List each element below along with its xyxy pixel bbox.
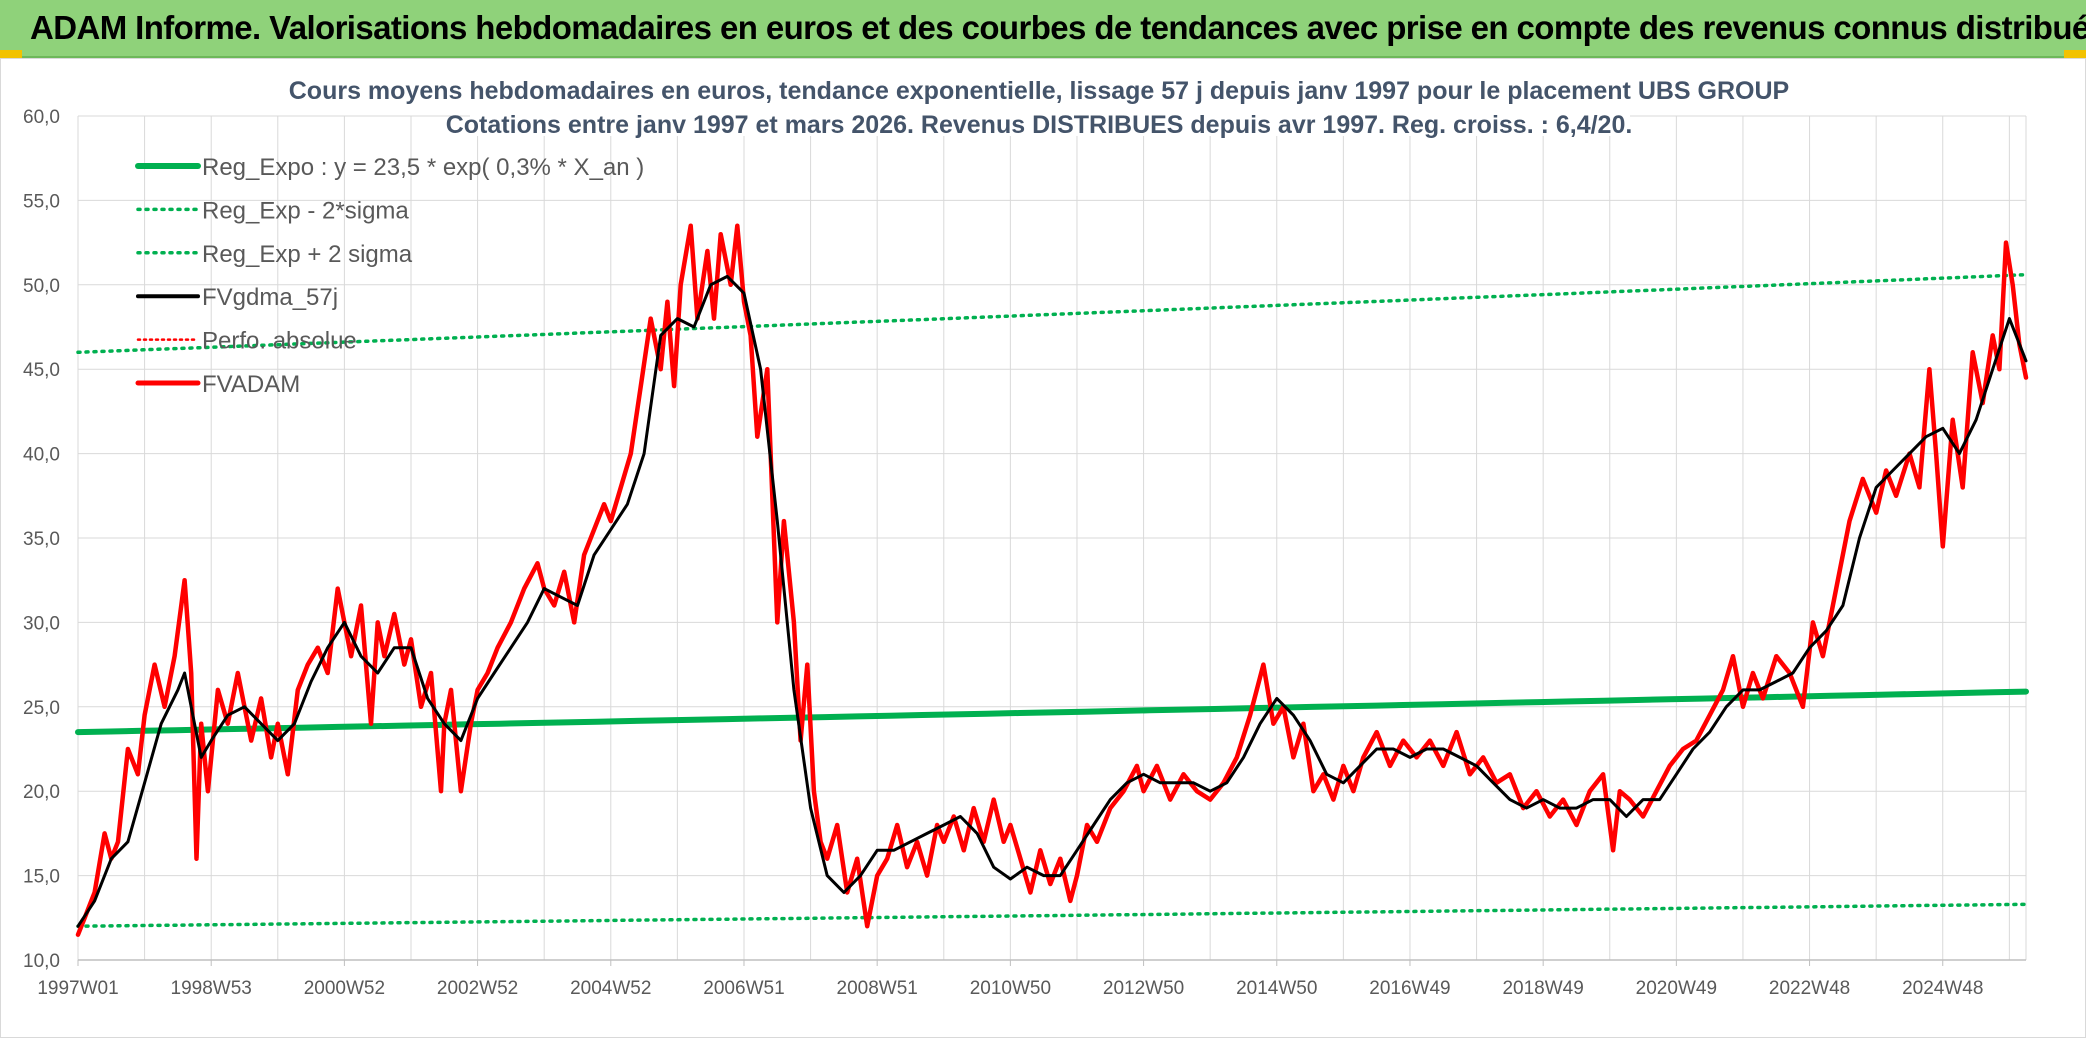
legend-label-reg-exp-plus-2sigma: Reg_Exp + 2 sigma bbox=[202, 241, 413, 268]
legend-label-fvadam: FVADAM bbox=[202, 371, 300, 398]
legend-label-fvgdma: FVgdma_57j bbox=[202, 284, 338, 311]
y-tick-label: 60,0 bbox=[23, 107, 60, 128]
x-tick-label: 2016W49 bbox=[1369, 978, 1450, 999]
x-tick-label: 1997W01 bbox=[37, 978, 118, 999]
y-tick-label: 45,0 bbox=[23, 360, 60, 381]
chart-legend: Reg_Expo : y = 23,5 * exp( 0,3% * X_an )… bbox=[135, 154, 644, 398]
y-tick-label: 10,0 bbox=[23, 951, 60, 972]
x-tick-label: 2018W49 bbox=[1502, 978, 1583, 999]
x-tick-label: 2004W52 bbox=[570, 978, 651, 999]
y-tick-label: 40,0 bbox=[23, 445, 60, 466]
series-line-fvgdma bbox=[76, 274, 2028, 928]
y-tick-label: 20,0 bbox=[23, 782, 60, 803]
chart-grid bbox=[77, 115, 2027, 966]
report-banner: ADAM Informe. Valorisations hebdomadaire… bbox=[0, 0, 2086, 58]
x-tick-label: 2000W52 bbox=[304, 978, 385, 999]
x-tick-label: 2006W51 bbox=[703, 978, 784, 999]
x-tick-label: 2002W52 bbox=[437, 978, 518, 999]
x-tick-label: 2008W51 bbox=[837, 978, 918, 999]
x-tick-label: 2022W48 bbox=[1769, 978, 1850, 999]
y-tick-label: 55,0 bbox=[23, 191, 60, 212]
report-title: ADAM Informe. Valorisations hebdomadaire… bbox=[30, 9, 2086, 46]
series-line-reg-expo bbox=[75, 688, 2029, 736]
y-tick-label: 30,0 bbox=[23, 613, 60, 634]
x-tick-label: 2014W50 bbox=[1236, 978, 1317, 999]
legend-label-reg-exp-minus-2sigma: Reg_Exp - 2*sigma bbox=[202, 197, 409, 224]
banner-corner-right bbox=[2064, 50, 2086, 58]
chart-series bbox=[75, 223, 2029, 937]
series-line-reg-exp-minus-2sigma bbox=[76, 902, 2028, 928]
banner-corner-left bbox=[0, 50, 22, 58]
y-axis-labels: 60,0 55,0 50,0 45,0 40,0 35,0 30,0 25,0 20,0 15,0… bbox=[23, 107, 60, 972]
title-backdrop-2 bbox=[470, 106, 1630, 136]
series-line-reg-exp-plus-2sigma bbox=[76, 272, 2028, 355]
x-tick-label: 2012W50 bbox=[1103, 978, 1184, 999]
series-line-fvadam bbox=[75, 223, 2029, 937]
x-axis-labels: 1997W01 1998W53 2000W52 2002W52 2004W52 2006W… bbox=[37, 978, 1983, 999]
legend-label-perfo-absolue: Perfo. absolue bbox=[202, 328, 357, 355]
legend-label-reg-expo: Reg_Expo : y = 23,5 * exp( 0,3% * X_an ) bbox=[202, 154, 644, 181]
x-tick-label: 2020W49 bbox=[1636, 978, 1717, 999]
chart-title-line-1: Cours moyens hebdomadaires en euros, ten… bbox=[289, 77, 1789, 105]
x-tick-label: 2010W50 bbox=[970, 978, 1051, 999]
x-tick-label: 2024W48 bbox=[1902, 978, 1983, 999]
y-tick-label: 35,0 bbox=[23, 529, 60, 550]
y-tick-label: 25,0 bbox=[23, 698, 60, 719]
title-backdrop-1 bbox=[330, 70, 1750, 100]
y-tick-label: 50,0 bbox=[23, 276, 60, 297]
y-tick-label: 15,0 bbox=[23, 867, 60, 888]
line-chart: 60,0 55,0 50,0 45,0 40,0 35,0 30,0 25,0 20,0 15,0… bbox=[23, 70, 2029, 999]
chart-title-line-2: Cotations entre janv 1997 et mars 2026. … bbox=[446, 111, 1633, 139]
x-tick-label: 1998W53 bbox=[171, 978, 252, 999]
